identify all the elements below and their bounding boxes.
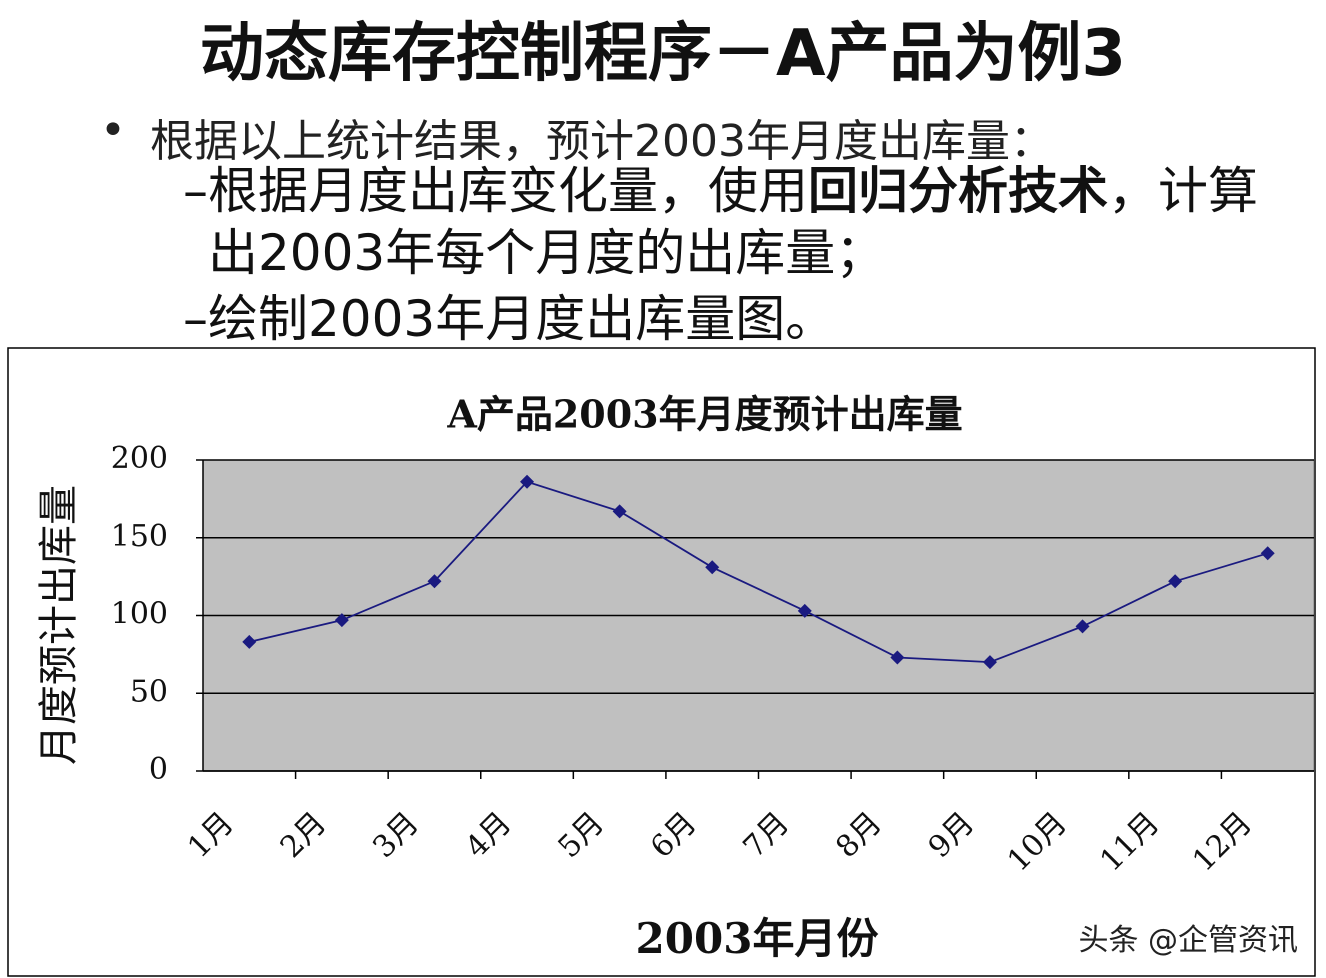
watermark: 头条 @企管资讯 (1078, 923, 1298, 958)
bullet-text: 根据以上统计结果，预计2003年月度出库量： (150, 116, 1054, 167)
marker (705, 560, 720, 575)
slide-title: 动态库存控制程序－A产品为例3 (199, 17, 1127, 91)
x-axis-label: 2003年月份 (636, 914, 879, 963)
marker (797, 603, 812, 618)
marker (1075, 619, 1090, 634)
line (249, 480, 1268, 664)
marker (982, 655, 997, 670)
marker (334, 613, 349, 628)
sub-bullet: 根据月度出库变化量，使用回归分析技术，计算出2003年每个月度的出库量； (183, 160, 1258, 284)
marker (427, 574, 442, 589)
marker (890, 650, 905, 665)
marker (242, 634, 257, 649)
y-tick-label: 0 (149, 752, 168, 787)
marker (1168, 574, 1183, 589)
y-tick-label: 50 (130, 674, 168, 709)
bullet-text: 回归分析技术 (808, 162, 1108, 220)
bullet: 根据以上统计结果，预计2003年月度出库量： (100, 105, 1054, 169)
marker (612, 504, 627, 519)
y-tick-label: 200 (111, 441, 168, 476)
marker (520, 474, 535, 489)
y-tick-label: 150 (111, 519, 168, 554)
bullet-text: 根据月度出库变化量，使用 (208, 162, 808, 220)
sub-bullet: 绘制2003年月度出库量图。 (183, 288, 1258, 350)
bullet-text: 绘制2003年月度出库量图。 (208, 290, 836, 348)
y-axis-label: 月度预计出库量 (36, 485, 82, 765)
marker (1260, 546, 1275, 561)
chart-title: A产品2003年月度预计出库量 (446, 392, 962, 437)
bullet-text: ，计算出2003年每个月度的出库量； (208, 162, 1258, 282)
y-tick-label: 100 (111, 597, 168, 632)
